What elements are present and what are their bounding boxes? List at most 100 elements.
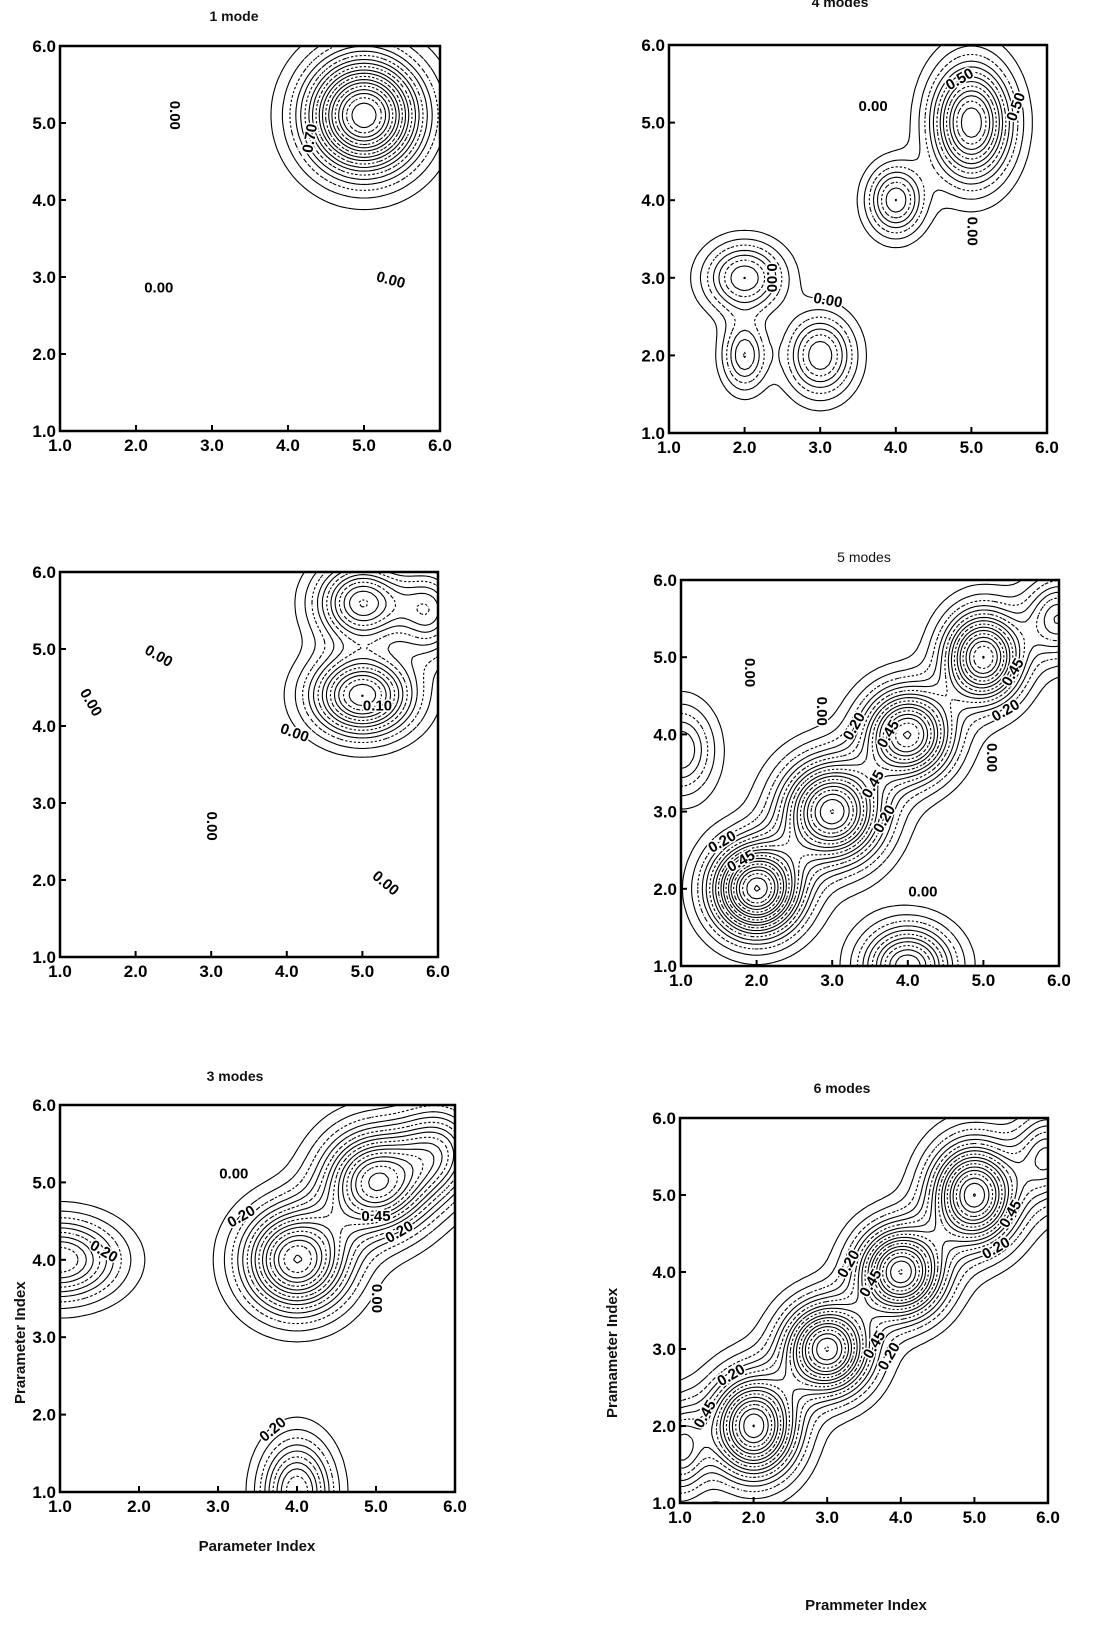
contour-label: 0.00 <box>963 217 980 246</box>
y-tick-label: 1.0 <box>652 1494 676 1513</box>
x-tick-label: 4.0 <box>884 438 908 457</box>
y-tick-label: 1.0 <box>32 422 56 441</box>
contour-line <box>341 92 387 138</box>
contour-line <box>348 683 377 707</box>
contour-line <box>742 809 835 904</box>
y-tick-label: 2.0 <box>652 1417 676 1436</box>
x-tick-label: 3.0 <box>808 438 832 457</box>
y-tick-label: 3.0 <box>32 794 56 813</box>
y-tick-label: 5.0 <box>32 114 56 133</box>
contour-line <box>680 1125 1048 1483</box>
y-tick-label: 1.0 <box>653 957 677 976</box>
contour-line <box>680 1138 1048 1475</box>
contour-line <box>302 572 438 744</box>
y-tick-label: 6.0 <box>641 36 665 55</box>
y-tick-label: 2.0 <box>32 1406 56 1425</box>
contour-line <box>328 79 400 152</box>
contour-line <box>712 60 1014 388</box>
y-tick-label: 1.0 <box>32 1483 56 1502</box>
contour-line <box>733 645 994 913</box>
contour-line <box>731 1169 997 1452</box>
contour-line <box>722 1159 1006 1461</box>
x-tick-label: 1.0 <box>668 1508 692 1527</box>
contour-label: 0.00 <box>813 697 830 726</box>
contour-line <box>753 884 761 892</box>
contour-line <box>680 1147 1048 1471</box>
contour-line <box>952 95 991 151</box>
x-tick-label: 5.0 <box>352 436 376 455</box>
x-tick-label: 6.0 <box>1036 1508 1060 1527</box>
contour-label: 0.45 <box>361 1208 390 1225</box>
y-tick-label: 4.0 <box>653 725 677 744</box>
plot-frame <box>678 1116 1050 1505</box>
contour-label: 0.10 <box>363 698 392 715</box>
contour-line <box>351 102 377 129</box>
contour-label: 0.00 <box>859 98 888 115</box>
contour-line <box>680 1118 1048 1502</box>
contour-line <box>60 1111 455 1492</box>
contour-line <box>294 572 438 750</box>
plot-frame <box>679 578 1061 968</box>
x-tick-label: 5.0 <box>351 962 375 981</box>
x-tick-label: 1.0 <box>48 436 72 455</box>
contour-line <box>728 1166 1000 1455</box>
contour-line <box>735 1173 994 1448</box>
contour-line <box>60 1105 455 1492</box>
contour-line <box>270 46 440 211</box>
contour-label: 0.00 <box>219 1166 248 1183</box>
x-tick-label: 5.0 <box>963 1508 987 1527</box>
y-axis-label: Pramameter Index <box>604 1287 621 1418</box>
contour-line <box>293 1172 389 1264</box>
contour-line <box>295 46 433 185</box>
contour-lines <box>680 1118 1048 1503</box>
contour-line <box>956 100 987 145</box>
contour-line <box>325 75 403 155</box>
contour-line <box>743 80 1000 280</box>
contour-line <box>317 572 438 731</box>
contour-line <box>308 58 420 172</box>
contour-line <box>723 71 1007 377</box>
contour-line <box>300 50 428 180</box>
y-tick-label: 3.0 <box>32 268 56 287</box>
contour-line <box>60 1131 455 1492</box>
contour-line <box>730 76 1004 370</box>
panel-title: 4 modes <box>811 0 869 10</box>
x-tick-label: 2.0 <box>733 438 757 457</box>
contour-line <box>311 62 417 169</box>
contour-line <box>730 640 998 916</box>
contour-line <box>945 85 997 160</box>
x-tick-label: 2.0 <box>745 971 769 990</box>
contour-lines <box>60 1105 455 1492</box>
contour-line <box>735 655 985 911</box>
x-tick-label: 3.0 <box>820 971 844 990</box>
plot-frame <box>667 43 1049 435</box>
contour-line <box>681 580 1059 966</box>
contour-label: 0.00 <box>368 1284 385 1313</box>
x-tick-label: 2.0 <box>124 436 148 455</box>
x-tick-label: 3.0 <box>200 436 224 455</box>
x-axis-label: Prammeter Index <box>805 1597 927 1614</box>
contour-line <box>338 89 390 142</box>
contour-line <box>277 1160 406 1279</box>
contour-line <box>681 586 1059 966</box>
contour-label: 0.00 <box>166 101 183 130</box>
y-tick-label: 2.0 <box>32 871 56 890</box>
contour-line <box>60 1136 449 1492</box>
contour-line <box>304 54 424 176</box>
contour-line <box>333 585 392 718</box>
panel-title: 5 modes <box>837 549 891 565</box>
contour-line <box>706 53 1019 395</box>
y-tick-label: 6.0 <box>653 571 677 590</box>
contour-line <box>346 97 382 134</box>
contour-line <box>321 574 438 728</box>
contour-line <box>273 1156 414 1283</box>
x-tick-label: 4.0 <box>889 1508 913 1527</box>
y-tick-label: 6.0 <box>32 37 56 56</box>
y-tick-label: 2.0 <box>653 880 677 899</box>
x-tick-label: 2.0 <box>742 1508 766 1527</box>
y-tick-label: 6.0 <box>32 1096 56 1115</box>
contour-line <box>738 798 845 908</box>
contour-line <box>60 1105 455 1492</box>
contour-line <box>283 1165 399 1274</box>
